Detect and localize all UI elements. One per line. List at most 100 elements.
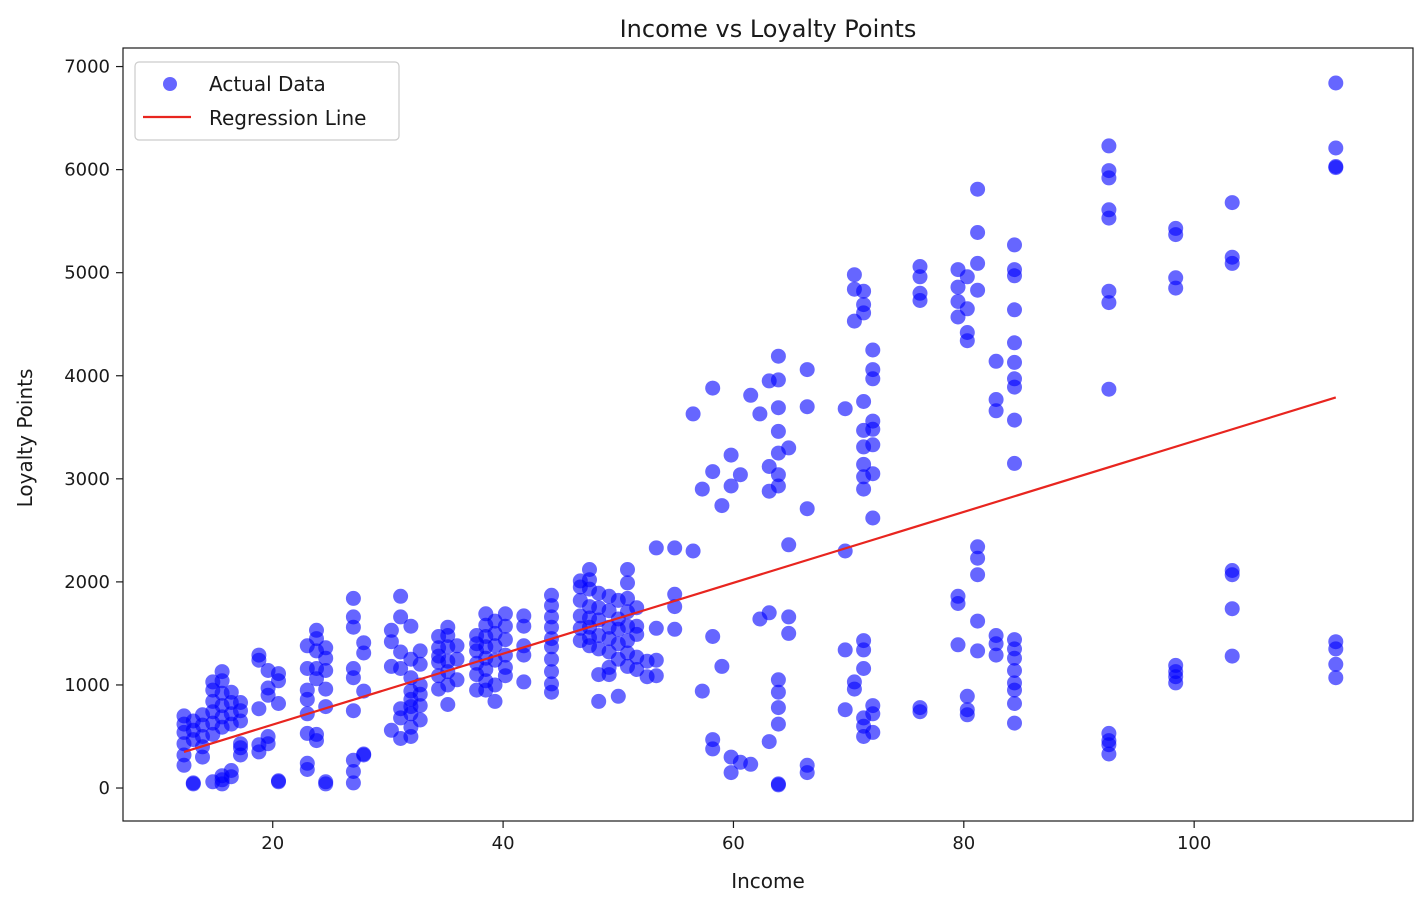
data-point xyxy=(959,301,975,317)
legend-marker-actual-data xyxy=(163,77,177,91)
data-point xyxy=(620,590,635,606)
data-point xyxy=(770,372,786,388)
data-point xyxy=(1101,295,1117,311)
data-point xyxy=(667,621,683,637)
data-point xyxy=(714,658,730,674)
data-point xyxy=(299,762,315,777)
data-point xyxy=(582,562,597,577)
data-point xyxy=(356,635,372,651)
data-point xyxy=(846,681,862,697)
data-point xyxy=(544,619,559,635)
data-point xyxy=(591,693,607,709)
data-point xyxy=(1168,675,1184,691)
data-point xyxy=(487,693,503,709)
data-point xyxy=(799,399,815,415)
data-point xyxy=(345,609,361,625)
x-tick-label: 100 xyxy=(1177,833,1211,854)
data-point xyxy=(912,704,928,720)
data-point xyxy=(620,575,635,591)
data-point xyxy=(970,613,986,629)
data-point xyxy=(846,267,862,283)
data-point xyxy=(1328,641,1344,657)
data-point xyxy=(865,706,881,722)
data-point xyxy=(260,736,276,752)
data-point xyxy=(544,587,559,603)
data-point xyxy=(837,642,853,658)
data-point xyxy=(761,734,777,750)
data-point xyxy=(1007,663,1022,678)
y-tick-label: 3000 xyxy=(64,469,110,490)
data-point xyxy=(393,661,409,676)
chart-title: Income vs Loyalty Points xyxy=(620,15,917,43)
data-point xyxy=(620,562,635,577)
data-point xyxy=(516,647,532,663)
data-point xyxy=(770,423,786,439)
data-point xyxy=(799,362,815,378)
data-point xyxy=(770,684,786,700)
data-point xyxy=(723,765,739,781)
data-point xyxy=(544,684,559,700)
x-tick-label: 20 xyxy=(261,833,284,854)
data-point xyxy=(223,684,239,700)
data-point xyxy=(781,537,797,553)
data-point xyxy=(799,501,815,517)
data-point xyxy=(233,703,248,719)
data-point xyxy=(1007,335,1022,351)
data-point xyxy=(856,283,872,299)
data-point xyxy=(705,741,721,757)
data-point xyxy=(970,550,986,566)
data-point xyxy=(1007,696,1022,711)
data-point xyxy=(271,696,286,711)
data-point xyxy=(1007,268,1022,284)
data-point xyxy=(705,629,721,644)
data-point xyxy=(988,636,1004,652)
data-point xyxy=(403,618,419,634)
data-point xyxy=(865,724,881,740)
data-point xyxy=(781,625,797,641)
data-point xyxy=(799,765,815,781)
y-tick-label: 0 xyxy=(99,778,110,799)
data-point xyxy=(648,652,664,668)
data-point xyxy=(837,401,853,417)
data-point xyxy=(1168,280,1184,296)
data-point xyxy=(743,756,759,772)
data-point xyxy=(770,348,786,364)
data-point xyxy=(970,255,986,271)
data-point xyxy=(544,639,559,655)
data-point xyxy=(544,609,559,625)
data-point xyxy=(497,668,513,684)
data-point xyxy=(865,371,881,387)
data-point xyxy=(1101,283,1117,299)
data-point xyxy=(1328,160,1344,176)
data-point xyxy=(1101,210,1117,226)
data-point xyxy=(1007,455,1022,471)
data-point xyxy=(601,667,617,683)
x-tick-label: 40 xyxy=(492,833,515,854)
data-point xyxy=(781,609,797,625)
data-point xyxy=(1101,170,1117,186)
data-point xyxy=(743,387,759,403)
legend-box xyxy=(134,61,400,141)
x-tick-label: 80 xyxy=(952,833,975,854)
data-point xyxy=(856,456,872,472)
data-point xyxy=(345,703,361,719)
data-point xyxy=(1328,656,1344,672)
data-point xyxy=(988,403,1004,419)
x-tick-label: 60 xyxy=(722,833,745,854)
data-point xyxy=(1168,270,1184,286)
data-point xyxy=(318,650,334,666)
data-point xyxy=(912,269,928,285)
data-point xyxy=(356,645,372,661)
data-point xyxy=(544,651,559,667)
data-point xyxy=(1007,302,1022,318)
data-point xyxy=(970,282,986,298)
data-point xyxy=(770,672,786,688)
data-point xyxy=(667,586,683,602)
data-point xyxy=(233,747,248,763)
data-point xyxy=(723,447,739,463)
legend: Actual Data Regression Line xyxy=(134,61,400,141)
data-point xyxy=(412,698,428,714)
y-tick-label: 2000 xyxy=(64,572,110,593)
data-point xyxy=(1007,237,1022,253)
